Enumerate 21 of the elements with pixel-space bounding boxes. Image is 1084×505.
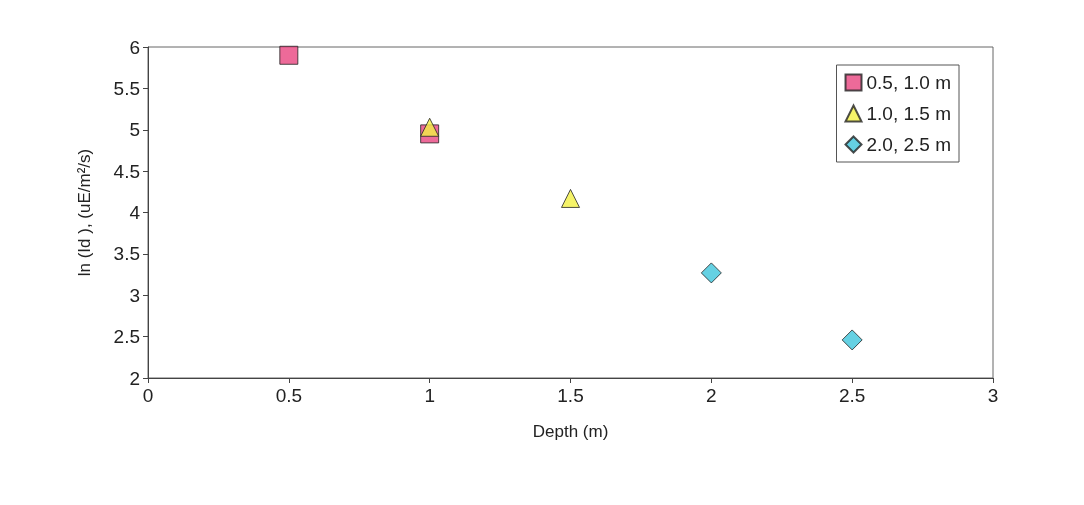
x-tick-label: 2.5 [838, 385, 866, 406]
x-tick-label: 3 [987, 385, 999, 406]
y-tick-label: 4.5 [113, 160, 140, 182]
y-tick-label: 3 [129, 284, 140, 306]
y-tick-label: 3.5 [113, 243, 140, 265]
x-tick-label: 0.5 [275, 385, 303, 406]
y-tick-label: 4 [129, 202, 141, 223]
x-tick-label: 2 [706, 385, 717, 406]
legend-label: 2.0, 2.5 m [866, 134, 952, 155]
x-tick-label: 1 [424, 385, 435, 406]
y-tick-label: 5.5 [113, 77, 140, 99]
x-axis-title: Depth (m) [532, 422, 609, 441]
x-tick-label: 1.5 [557, 385, 584, 406]
y-tick-label: 2.5 [113, 326, 140, 348]
y-tick-label: 2 [129, 367, 140, 389]
legend-label: 0.5, 1.0 m [866, 72, 952, 93]
y-tick-label: 5 [129, 119, 140, 141]
x-tick-label: 0 [142, 385, 154, 406]
legend-label: 1.0, 1.5 m [866, 103, 952, 124]
y-axis-title: ln (Id ), (uE/m²/s) [75, 148, 94, 277]
y-tick-label: 6 [129, 36, 140, 58]
